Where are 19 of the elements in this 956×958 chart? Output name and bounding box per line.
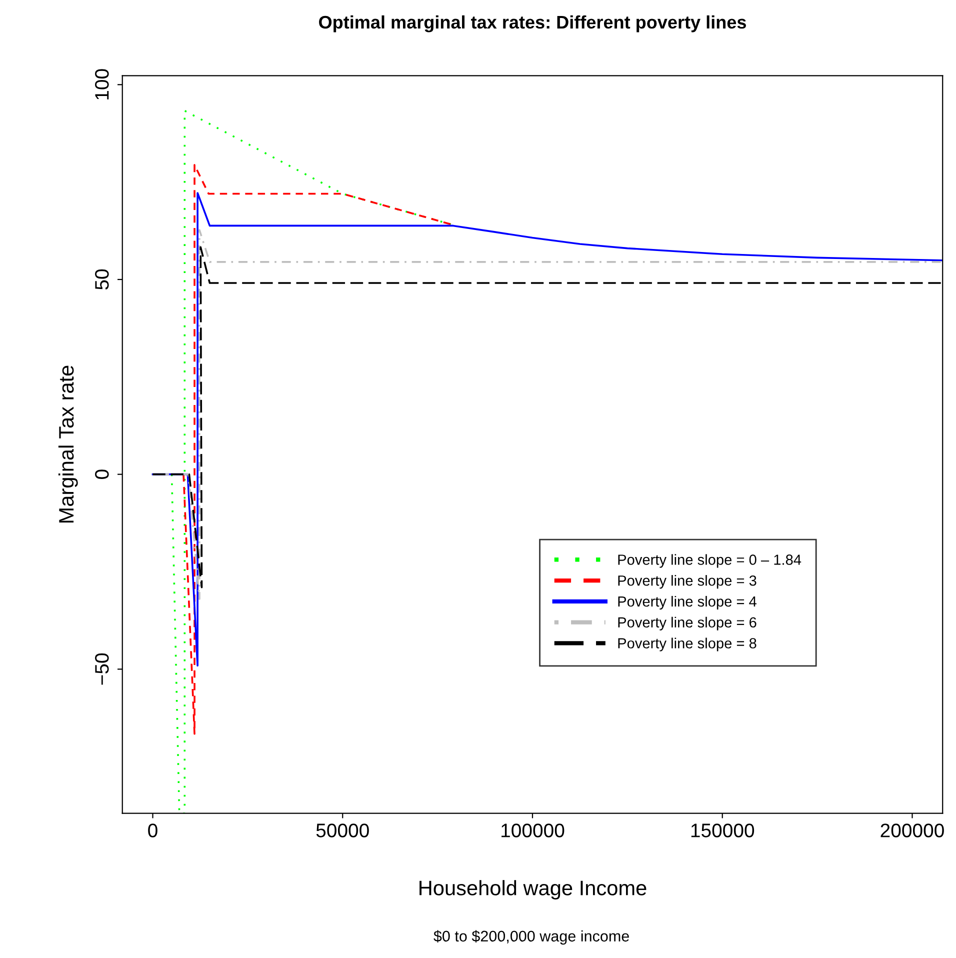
legend-label: Poverty line slope = 0 – 1.84 xyxy=(618,554,802,568)
line-series xyxy=(152,192,943,667)
x-tick-label: 50000 xyxy=(316,824,369,838)
legend-label: Poverty line slope = 6 xyxy=(618,616,756,630)
x-tick-label: 100000 xyxy=(502,824,564,838)
x-tick-label: 200000 xyxy=(880,824,944,838)
y-tick-label: −50 xyxy=(95,653,109,685)
y-tick-label: 0 xyxy=(95,470,109,479)
x-tick-label: 0 xyxy=(148,824,158,838)
text: $0 to $200,000 wage income xyxy=(434,930,629,945)
x-tick-label: 150000 xyxy=(691,824,754,838)
y-axis-title: Marginal Tax rate xyxy=(58,366,78,523)
legend-label: Poverty line slope = 8 xyxy=(618,638,756,652)
chart-title: Optimal marginal tax rates: Different poverty lines xyxy=(319,15,746,32)
y-tick-label: 50 xyxy=(95,269,109,290)
x-axis-title: Household wage Income xyxy=(420,880,646,900)
legend-label: Poverty line slope = 4 xyxy=(618,596,756,610)
legend-label: Poverty line slope = 3 xyxy=(618,575,756,589)
y-tick-label: 100 xyxy=(95,69,109,100)
